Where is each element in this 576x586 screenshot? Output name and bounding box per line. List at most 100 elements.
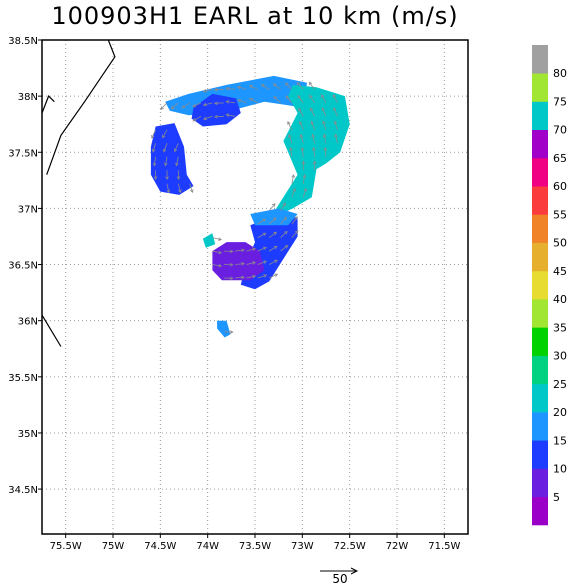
colorbar-swatch	[532, 496, 548, 526]
wind-arrow-head	[282, 202, 286, 207]
y-tick-label: 34.5N	[8, 485, 38, 496]
wind-arrow	[268, 245, 278, 252]
wind-arrow	[273, 96, 281, 104]
wind-arrow-head	[288, 134, 292, 138]
wind-arrow-head	[252, 247, 256, 251]
wind-arrow-head	[271, 203, 276, 207]
colorbar-label: 60	[553, 180, 567, 193]
colorbar-swatch	[532, 355, 548, 385]
wind-arrow	[212, 250, 222, 254]
wind-arrow	[235, 276, 245, 279]
wind-arrow	[212, 264, 222, 267]
wind-arrow-head	[151, 134, 155, 139]
wind-arrow	[302, 174, 306, 184]
x-tick-label: 75.5W	[50, 541, 82, 552]
wind-arrow-head	[175, 162, 179, 167]
colorbar-swatch	[532, 299, 548, 328]
wind-arrow-head	[274, 273, 279, 277]
wind-arrow	[163, 143, 168, 152]
y-tick-label: 35N	[18, 429, 38, 440]
wind-arrow-head	[262, 218, 266, 222]
wind-arrow-head	[213, 101, 218, 105]
wind-arrow	[288, 134, 293, 144]
wind-arrow	[226, 87, 236, 90]
wind-arrow-head	[284, 82, 289, 87]
wind-arrow-head	[152, 162, 157, 167]
wind-arrow-head	[249, 98, 253, 102]
colorbar-label: 10	[553, 463, 567, 476]
wind-arrow-head	[252, 274, 257, 279]
wind-arrow-head	[218, 263, 223, 268]
wind-arrow	[257, 260, 267, 265]
wind-arrow	[313, 147, 315, 157]
wind-arrow	[321, 107, 327, 117]
wind-arrow-head	[218, 250, 223, 255]
wind-arrow-head	[323, 146, 328, 151]
y-tick-label: 35.5N	[8, 373, 38, 384]
wind-arrow-head	[272, 83, 277, 87]
wind-arrow-head	[299, 120, 303, 125]
colorbar-swatch	[532, 242, 548, 272]
colorbar-swatch	[532, 440, 548, 469]
colorbar-swatch	[532, 157, 548, 187]
wind-arrow	[235, 249, 245, 252]
wind-arrow	[297, 82, 304, 90]
wind-arrow	[324, 147, 327, 157]
wind-arrow-head	[284, 244, 289, 249]
wind-arrow-head	[312, 146, 316, 151]
wind-arrow-head	[260, 84, 265, 88]
colorbar-label: 5	[553, 491, 560, 504]
wind-arrow	[189, 183, 193, 193]
wind-arrow	[226, 101, 236, 104]
wind-arrow-head	[302, 173, 307, 178]
wind-arrow-head	[273, 231, 278, 236]
wind-arrow-head	[192, 118, 197, 122]
wind-arrow	[332, 94, 338, 104]
wind-arrow	[297, 95, 304, 104]
wind-arrow	[268, 203, 276, 211]
wind-arrow-head	[190, 189, 194, 193]
wind-arrow-head	[241, 275, 245, 280]
wind-arrow	[322, 121, 327, 130]
wind-arrow-head	[294, 216, 298, 220]
wind-arrow	[298, 108, 304, 117]
vector-scale-label: 50	[332, 572, 347, 586]
colorbar-label: 30	[553, 350, 567, 363]
colorbar-swatch	[532, 129, 548, 159]
wind-arrow	[309, 95, 315, 104]
wind-arrow-head	[333, 120, 338, 125]
wind-arrow	[268, 231, 277, 238]
wind-arrow	[160, 102, 168, 110]
wind-arrow	[285, 82, 293, 90]
wind-region-western-blob	[150, 123, 194, 195]
y-tick-label: 37.5N	[8, 148, 38, 159]
wind-arrow-head	[308, 81, 313, 86]
wind-arrow-head	[178, 189, 182, 194]
wind-arrow	[237, 99, 247, 104]
wind-arrow	[212, 237, 222, 241]
colorbar-swatch	[532, 468, 548, 498]
wind-arrow-head	[153, 176, 158, 181]
wind-arrow	[151, 129, 156, 139]
wind-arrow-head	[262, 232, 267, 237]
wind-arrow-head	[289, 147, 293, 151]
colorbar-label: 50	[553, 237, 567, 250]
wind-vectors	[151, 81, 338, 334]
wind-arrow-head	[321, 94, 325, 98]
wind-arrow-head	[321, 107, 325, 112]
wind-arrow-head	[299, 133, 304, 138]
coastline-segment	[46, 39, 116, 175]
colorbar-swatch	[532, 214, 548, 243]
x-tick-label: 72.5W	[334, 541, 366, 552]
wind-arrow-head	[252, 261, 257, 265]
x-axis-ticks: 75.5W 75W 74.5W 74W 73.5W 73W 72.5W 72W 71.5W	[50, 534, 461, 552]
wind-arrow-head	[287, 121, 291, 125]
wind-arrow-head	[165, 176, 169, 181]
coastline-segment	[41, 314, 62, 347]
wind-arrow-head	[322, 133, 327, 138]
wind-arrow	[166, 183, 170, 193]
wind-arrow	[257, 247, 267, 252]
wind-arrow	[268, 217, 277, 225]
wind-arrow	[193, 115, 202, 122]
wind-arrow-head	[229, 262, 234, 267]
